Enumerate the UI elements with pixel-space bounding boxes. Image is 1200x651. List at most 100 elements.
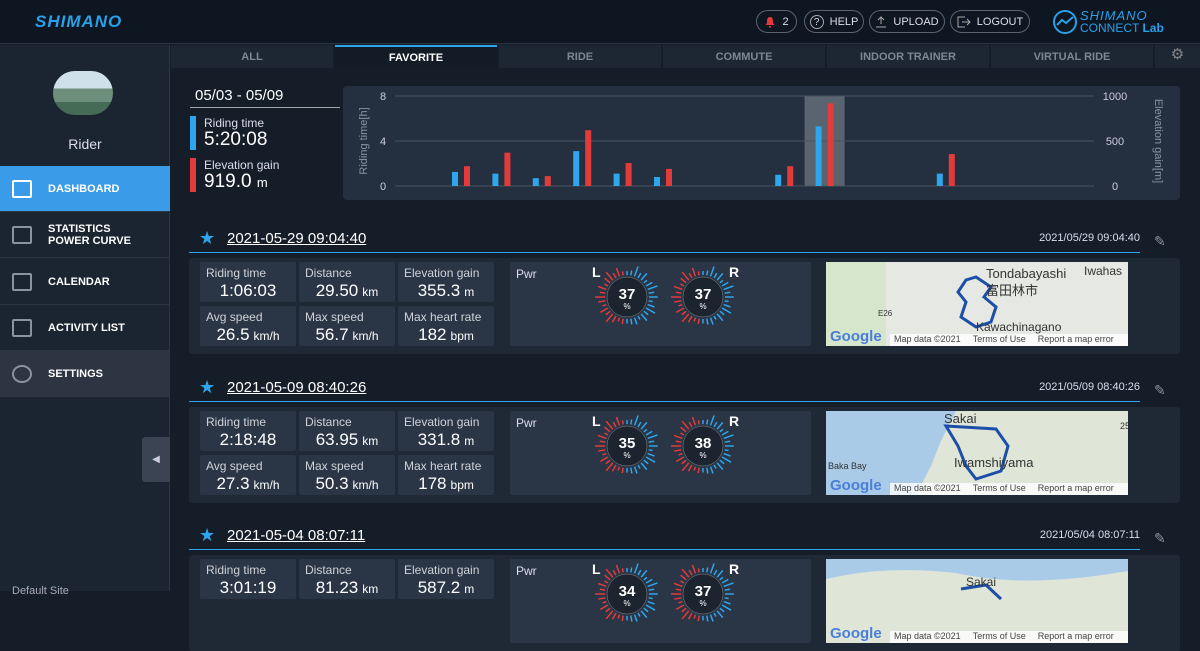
map-credit[interactable]: Report a map error bbox=[1037, 631, 1114, 641]
right-label: R bbox=[729, 264, 740, 280]
gauge-ring bbox=[682, 425, 724, 467]
gauge-tick bbox=[680, 283, 685, 287]
gauge-tick bbox=[633, 415, 639, 426]
logout-label: LOGOUT bbox=[976, 15, 1024, 28]
map-credit[interactable]: Terms of Use bbox=[972, 334, 1026, 344]
map-credits: Map data ©2021 Terms of Use Report a map e… bbox=[890, 483, 1128, 495]
power-gauge: 37% bbox=[671, 563, 734, 622]
gauge-tick bbox=[706, 419, 709, 425]
route-map[interactable]: Sakai Google Map data ©2021 Terms of Use Rep… bbox=[826, 559, 1128, 643]
tab[interactable]: COMMUTE bbox=[663, 45, 825, 68]
gauge-tick bbox=[680, 574, 687, 581]
tab[interactable]: VIRTUAL RIDE bbox=[991, 45, 1153, 68]
gauge-tick bbox=[675, 291, 682, 294]
left-label: L bbox=[592, 264, 601, 280]
gauge-tick bbox=[713, 421, 718, 428]
gauge-tick bbox=[612, 272, 617, 279]
logo-connect: CONNECT bbox=[1080, 21, 1140, 35]
avatar bbox=[53, 71, 113, 115]
gauge-tick bbox=[648, 440, 655, 443]
tab[interactable]: FAVORITE bbox=[335, 45, 497, 68]
gauge-tick bbox=[673, 285, 683, 291]
brand: SHIMANO bbox=[35, 12, 123, 31]
notifications[interactable]: 2 bbox=[756, 10, 797, 33]
map-google: Google bbox=[830, 477, 882, 494]
gauge-tick bbox=[645, 307, 656, 314]
gauge-tick bbox=[599, 588, 606, 591]
tab-settings[interactable]: ⚙ bbox=[1155, 45, 1200, 68]
gauge-tick bbox=[637, 569, 642, 576]
route-map[interactable]: Tondabayashi 富田林市 Iwahas Kawachinagano E26 Go… bbox=[826, 262, 1128, 346]
help-label: HELP bbox=[829, 15, 859, 28]
help-button[interactable]: ? HELP bbox=[804, 10, 864, 33]
riding-bar bbox=[815, 126, 822, 186]
gauge-tick bbox=[637, 612, 641, 617]
help-icon: ? bbox=[809, 14, 824, 29]
power-label: Pwr bbox=[516, 416, 537, 430]
map-credit[interactable]: Report a map error bbox=[1037, 483, 1114, 493]
activity-title[interactable]: 2021-05-04 08:07:11 bbox=[227, 527, 366, 544]
gauge-tick bbox=[681, 310, 687, 316]
power-gauge: 37% bbox=[671, 266, 734, 325]
nav-item[interactable]: SETTINGS bbox=[0, 351, 170, 397]
elevation-number: 919.0 bbox=[204, 171, 252, 192]
gauge-tick bbox=[723, 582, 734, 588]
stat-number: 27.3 bbox=[216, 474, 250, 493]
stat-label: Max heart rate bbox=[404, 310, 482, 324]
collapse-button[interactable]: ◀ bbox=[142, 437, 170, 482]
tab[interactable]: INDOOR TRAINER bbox=[827, 45, 989, 68]
stat-label: Distance bbox=[305, 415, 352, 429]
y-tick-label: 0 bbox=[380, 181, 386, 193]
gauge-unit: % bbox=[699, 599, 706, 608]
map-credit[interactable]: Terms of Use bbox=[972, 631, 1026, 641]
stat-label: Elevation gain bbox=[404, 266, 480, 280]
nav-item[interactable]: STATISTICS POWER CURVE bbox=[0, 212, 170, 258]
tab[interactable]: ALL bbox=[171, 45, 333, 68]
elevation-bar bbox=[585, 130, 592, 186]
map-place: Kawachinagano bbox=[976, 320, 1062, 334]
gauge-unit: % bbox=[623, 599, 630, 608]
logout-button[interactable]: LOGOUT bbox=[950, 10, 1030, 33]
nav-item[interactable]: ACTIVITY LIST bbox=[0, 305, 170, 351]
edit-icon[interactable]: ✎ bbox=[1154, 530, 1166, 546]
gauge-tick bbox=[645, 456, 656, 463]
gauge-tick bbox=[647, 582, 658, 588]
stat-value: 3:01:19 bbox=[200, 578, 296, 598]
gauge-tick bbox=[709, 614, 714, 622]
gauge-tick bbox=[706, 467, 709, 474]
activity-title[interactable]: 2021-05-29 09:04:40 bbox=[227, 230, 367, 247]
gauge-tick bbox=[721, 307, 732, 314]
gauge-tick bbox=[688, 272, 693, 279]
route bbox=[943, 424, 1010, 481]
gauge-tick bbox=[605, 462, 614, 472]
page: SHIMANO 2 ? HELP UPLOAD LOGOUT SHIMANO CO… bbox=[0, 8, 1200, 651]
stat-unit: km bbox=[362, 285, 379, 299]
stat-value: 355.3 m bbox=[398, 281, 494, 301]
elevation-bar bbox=[625, 163, 632, 186]
map-credit[interactable]: Terms of Use bbox=[972, 483, 1026, 493]
map-credit[interactable]: Report a map error bbox=[1037, 334, 1114, 344]
nav-item[interactable]: DASHBOARD bbox=[0, 166, 170, 212]
edit-icon[interactable]: ✎ bbox=[1154, 382, 1166, 398]
gauge-tick bbox=[716, 313, 724, 322]
tab[interactable]: RIDE bbox=[499, 45, 661, 68]
gauge-tick bbox=[643, 310, 649, 316]
gauge-tick bbox=[719, 607, 725, 613]
gauge-tick bbox=[630, 567, 633, 573]
y-tick-label: 4 bbox=[380, 136, 386, 148]
gauge-tick bbox=[716, 610, 724, 619]
nav-icon bbox=[12, 226, 32, 244]
upload-button[interactable]: UPLOAD bbox=[869, 10, 945, 33]
y2-tick-label: 500 bbox=[1106, 136, 1124, 148]
stat-value: 182 bpm bbox=[398, 325, 494, 345]
gauge-tick bbox=[687, 315, 693, 323]
weekly-chart: 0 4 8 0 500 1000 Riding time[h] Elevation gain[… bbox=[343, 86, 1180, 200]
gauge-tick bbox=[721, 281, 729, 287]
edit-icon[interactable]: ✎ bbox=[1154, 233, 1166, 249]
stat-number: 50.3 bbox=[315, 474, 349, 493]
gauge-tick bbox=[599, 440, 606, 443]
gauge-ring bbox=[606, 276, 648, 318]
nav-item[interactable]: CALENDAR bbox=[0, 259, 170, 305]
route-map[interactable]: Sakai Iwamshiyama Baka Bay 25 Google Map data… bbox=[826, 411, 1128, 495]
activity-title[interactable]: 2021-05-09 08:40:26 bbox=[227, 379, 367, 396]
